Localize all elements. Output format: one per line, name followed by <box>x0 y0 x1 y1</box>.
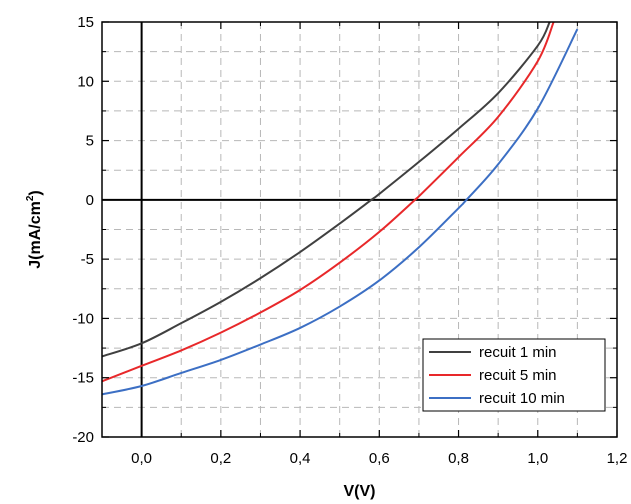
y-axis-title: J(mA/cm2) <box>25 190 44 268</box>
y-tick-label: -15 <box>72 370 94 387</box>
x-tick-label: 1,2 <box>607 450 628 467</box>
y-tick-label: -20 <box>72 429 94 446</box>
y-tick-label: -5 <box>81 251 94 268</box>
legend-label-3: recuit 10 min <box>479 390 565 407</box>
x-tick-labels: 0,0 0,2 0,4 0,6 0,8 1,0 1,2 <box>131 450 627 467</box>
legend: recuit 1 min recuit 5 min recuit 10 min <box>422 338 606 412</box>
series-lines <box>101 21 579 396</box>
y-tick-label: 5 <box>86 133 94 150</box>
y-tick-label: -10 <box>72 310 94 327</box>
axis-ticks <box>101 21 618 438</box>
series-line-2 <box>101 21 555 383</box>
x-axis-title: V(V) <box>344 483 376 500</box>
x-tick-label: 0,8 <box>448 450 469 467</box>
legend-label-2: recuit 5 min <box>479 367 557 384</box>
y-tick-labels: -20 -15 -10 -5 0 5 10 15 <box>72 14 94 446</box>
x-tick-label: 0,2 <box>210 450 231 467</box>
y-axis-title-end: ) <box>27 190 44 195</box>
y-tick-label: 0 <box>86 192 94 209</box>
legend-label-1: recuit 1 min <box>479 344 557 361</box>
x-tick-label: 0,4 <box>290 450 311 467</box>
zero-axis-lines <box>102 22 617 437</box>
x-tick-label: 0,6 <box>369 450 390 467</box>
series-line-1 <box>101 21 551 358</box>
y-axis-title-superscript: 2 <box>25 195 36 201</box>
x-tick-label: 1,0 <box>527 450 548 467</box>
y-axis-title-main: J(mA/cm <box>27 201 44 269</box>
series-line-3 <box>101 28 579 396</box>
y-tick-label: 15 <box>77 14 94 31</box>
x-tick-label: 0,0 <box>131 450 152 467</box>
y-tick-label: 10 <box>77 73 94 90</box>
